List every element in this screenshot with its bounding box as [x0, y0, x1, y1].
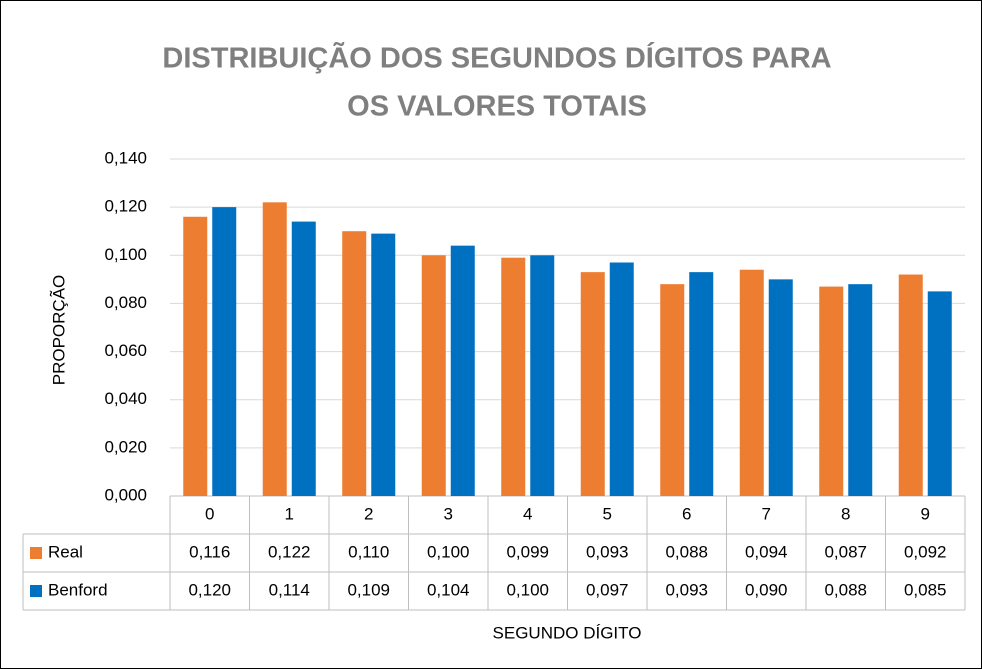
bar: [580, 272, 605, 496]
table-value: 0,088: [665, 542, 708, 561]
bar: [291, 221, 316, 497]
legend-key: [30, 585, 42, 597]
bar: [739, 269, 764, 496]
bar: [371, 233, 396, 496]
table-value: 0,094: [745, 542, 788, 561]
y-tick-label: 0,140: [104, 148, 147, 167]
bar: [848, 284, 873, 496]
y-tick-label: 0,060: [104, 341, 147, 360]
x-tick-label: 7: [762, 504, 771, 523]
x-tick-label: 4: [523, 504, 532, 523]
table-value: 0,100: [506, 580, 549, 599]
bar: [768, 279, 793, 496]
table-value: 0,093: [586, 542, 629, 561]
bar: [450, 245, 475, 496]
y-tick-label: 0,000: [104, 485, 147, 504]
legend-label: Real: [48, 542, 83, 561]
table-value: 0,116: [189, 542, 230, 561]
table-value: 0,092: [904, 542, 947, 561]
bar: [609, 262, 634, 496]
legend-label: Benford: [48, 580, 108, 599]
table-value: 0,109: [347, 580, 390, 599]
x-tick-label: 9: [921, 504, 930, 523]
x-axis-title: SEGUNDO DÍGITO: [493, 623, 642, 642]
bar: [530, 255, 555, 496]
y-tick-label: 0,020: [104, 437, 147, 456]
legend-key: [30, 547, 42, 559]
bar: [421, 255, 446, 496]
bar: [819, 286, 844, 496]
table-value: 0,085: [904, 580, 947, 599]
table-value: 0,120: [188, 580, 231, 599]
y-tick-label: 0,040: [104, 389, 147, 408]
chart-title: DISTRIBUIÇÃO DOS SEGUNDOS DÍGITOS PARA: [162, 41, 831, 75]
x-tick-label: 1: [285, 504, 294, 523]
bar: [898, 274, 923, 496]
table-value: 0,099: [506, 542, 549, 561]
bar: [262, 202, 287, 497]
bar: [183, 216, 208, 496]
chart-title: OS VALORES TOTAIS: [347, 91, 647, 123]
bar: [501, 257, 526, 496]
y-tick-label: 0,080: [104, 293, 147, 312]
table-value: 0,090: [745, 580, 788, 599]
table-value: 0,122: [268, 542, 311, 561]
y-tick-label: 0,120: [104, 197, 147, 216]
x-tick-label: 8: [841, 504, 850, 523]
table-value: 0,088: [824, 580, 867, 599]
bar: [689, 272, 714, 496]
bar: [927, 291, 952, 496]
table-value: 0,114: [269, 580, 310, 599]
bar: [342, 231, 367, 496]
x-tick-label: 6: [682, 504, 691, 523]
table-value: 0,110: [348, 542, 389, 561]
x-tick-label: 2: [364, 504, 373, 523]
table-value: 0,100: [427, 542, 470, 561]
table-value: 0,087: [824, 542, 867, 561]
x-tick-label: 0: [205, 504, 214, 523]
bar: [212, 207, 237, 496]
bar: [660, 284, 685, 496]
x-tick-label: 3: [444, 504, 453, 523]
table-value: 0,097: [586, 580, 629, 599]
x-tick-label: 5: [603, 504, 612, 523]
table-value: 0,104: [427, 580, 470, 599]
y-axis-title: PROPORÇÃO: [49, 275, 68, 386]
y-tick-label: 0,100: [104, 245, 147, 264]
table-value: 0,093: [665, 580, 708, 599]
